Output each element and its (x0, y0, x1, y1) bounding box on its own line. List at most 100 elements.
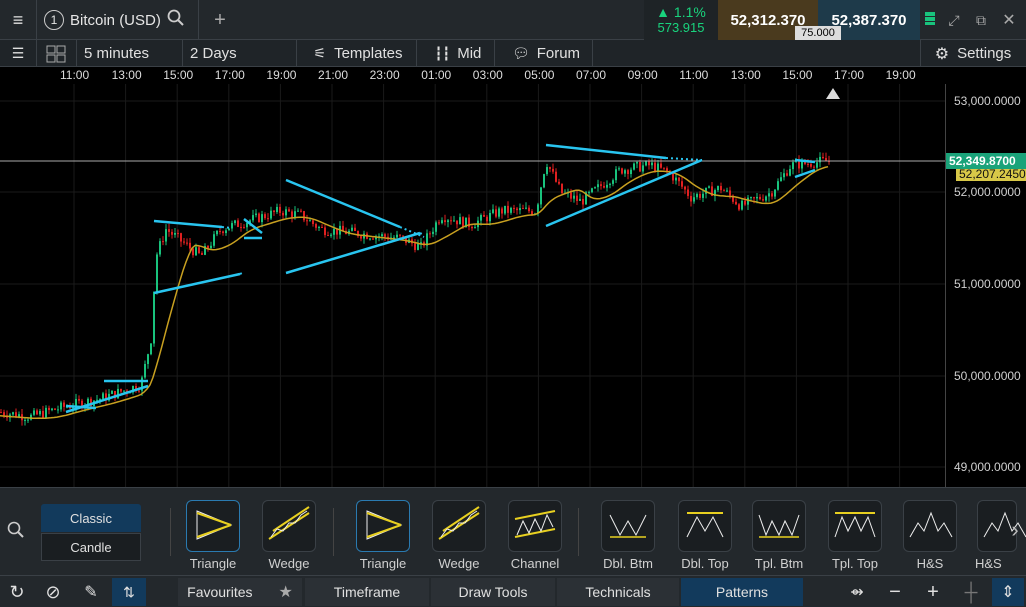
candle-body (39, 410, 41, 415)
settings-button[interactable]: ⚙ Settings (928, 40, 1018, 67)
candle-body (405, 236, 407, 243)
pattern-label: Tpl. Top (831, 556, 878, 571)
pattern-button-wedge[interactable] (432, 500, 486, 552)
candle-body (402, 235, 404, 237)
expand-icon[interactable]: ⤢ (948, 11, 960, 28)
zoom-in-icon[interactable]: + (927, 580, 939, 603)
time-label: 09:00 (627, 68, 658, 82)
forum-button[interactable]: 💬︎ Forum (506, 40, 586, 67)
pattern-button-wedge[interactable] (262, 500, 316, 552)
pattern-button-channel[interactable] (508, 500, 562, 552)
search-icon[interactable] (4, 516, 28, 544)
candle-body (609, 183, 611, 185)
candle-body (102, 393, 104, 399)
candle-body (0, 412, 2, 414)
fit-icon[interactable]: ⇕ (992, 578, 1024, 606)
pattern-hs-icon (909, 511, 953, 538)
crosshair-icon[interactable]: ┼ (964, 581, 978, 602)
refresh-icon[interactable]: ↻ (9, 581, 25, 602)
popout-icon[interactable]: ⧉ (976, 11, 986, 28)
pattern-projection (399, 226, 425, 238)
pattern-button-dbl-top[interactable] (678, 500, 732, 552)
timeframe-select[interactable]: 5 minutes (84, 45, 150, 62)
candle-body (48, 407, 50, 411)
menu-button[interactable]: ≡ (12, 9, 24, 30)
candle-body (222, 231, 224, 234)
candle-body (468, 217, 470, 227)
mid-button[interactable]: ┇┇ Mid (428, 40, 488, 67)
tab-technicals[interactable]: Technicals (557, 578, 679, 606)
candle-body (663, 167, 665, 169)
candle-body (285, 209, 287, 216)
templates-label: Templates (334, 45, 403, 62)
candle-body (636, 161, 638, 164)
candle-body (510, 207, 512, 213)
chart-type-candle[interactable]: Candle (41, 533, 141, 561)
zoom-out-icon[interactable]: − (889, 580, 901, 603)
tab-draw-tools[interactable]: Draw Tools (431, 578, 555, 606)
pattern-wedge-icon (438, 506, 480, 540)
close-icon[interactable]: ✕ (1002, 12, 1016, 29)
candle-body (15, 412, 17, 418)
candle-body (738, 204, 740, 210)
candle-body (183, 241, 185, 243)
search-icon[interactable] (167, 9, 185, 32)
templates-button[interactable]: ⚟ Templates (308, 40, 408, 67)
candle-body (462, 217, 464, 228)
scroll-right-icon[interactable]: › (1011, 517, 1019, 542)
pattern-button-tpl-btm[interactable] (752, 500, 806, 552)
pattern-button-dbl-btm[interactable] (601, 500, 655, 552)
candle-body (570, 192, 572, 199)
pattern-button-triangle[interactable] (186, 500, 240, 552)
list-icon[interactable]: ☰ (11, 45, 25, 61)
candle-body (153, 291, 155, 344)
candle-body (675, 177, 677, 181)
candle-body (516, 208, 518, 211)
hide-icon[interactable]: ⊘ (45, 581, 61, 602)
candle-body (327, 235, 329, 237)
tab-patterns[interactable]: Patterns (681, 578, 803, 606)
candle-body (165, 229, 167, 242)
candle-body (705, 187, 707, 194)
candle-body (465, 217, 467, 228)
pattern-button-tpl-top[interactable] (828, 500, 882, 552)
candle-body (111, 390, 113, 394)
pencil-icon[interactable]: ✎ (84, 584, 98, 601)
candle-body (615, 169, 617, 181)
pattern-label: H&S (975, 556, 1002, 571)
candle-body (231, 223, 233, 229)
instrument-tab[interactable]: 1 Bitcoin (USD) (44, 8, 185, 32)
candle-body (210, 245, 212, 249)
candle-body (201, 253, 203, 255)
sort-icon[interactable]: ⇅ (112, 578, 146, 606)
pattern-label: Triangle (359, 556, 407, 571)
candle-body (447, 220, 449, 223)
candle-body (639, 161, 641, 172)
candle-body (3, 412, 5, 416)
pattern-label: Wedge (268, 556, 310, 571)
candle-body (264, 214, 266, 219)
candle-body (471, 226, 473, 229)
candle-body (693, 197, 695, 202)
price-chart[interactable] (0, 84, 1026, 487)
candle-body (618, 168, 620, 170)
candle-body (12, 412, 14, 415)
pattern-button-triangle[interactable] (356, 500, 410, 552)
layout-icon[interactable] (44, 43, 68, 64)
tab-timeframe[interactable]: Timeframe (305, 578, 429, 606)
candle-body (396, 234, 398, 238)
candle-body (96, 399, 98, 401)
scale-icon[interactable]: ⇴ (850, 584, 864, 601)
candle-body (528, 207, 530, 212)
candle-body (342, 225, 344, 231)
time-axis: 11:00 13:00 15:00 17:00 19:00 21:00 23:00 01:00… (0, 67, 1026, 84)
pattern-button-h-s[interactable] (903, 500, 957, 552)
pattern-button-h-s[interactable] (977, 500, 1026, 552)
candle-body (792, 162, 794, 170)
time-label: 13:00 (730, 68, 761, 82)
add-tab-icon[interactable]: + (214, 8, 226, 31)
sell-price-button[interactable]: 52,312.370 (718, 0, 818, 40)
tab-favourites[interactable]: Favourites ★ (178, 578, 302, 606)
chart-type-classic[interactable]: Classic (41, 504, 141, 532)
range-select[interactable]: 2 Days (190, 45, 237, 62)
